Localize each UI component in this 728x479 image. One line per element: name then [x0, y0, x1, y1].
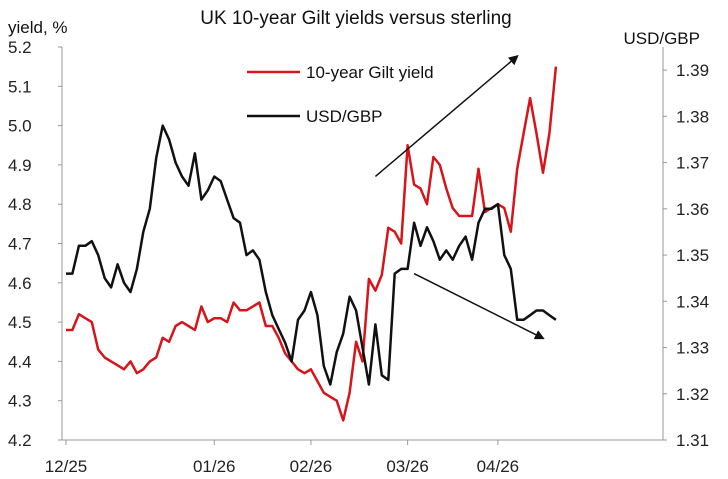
y-left-tick-label: 4.7 [8, 235, 32, 254]
x-tick-label: 12/25 [45, 457, 88, 476]
series-group [66, 66, 558, 422]
y-right-tick-label: 1.35 [676, 246, 709, 265]
annotation-arrows [374, 54, 545, 340]
y-right-tick-label: 1.38 [676, 107, 709, 126]
y-left-tick-label: 4.2 [8, 431, 32, 450]
x-tick-label: 04/26 [477, 457, 520, 476]
series-line-gilt-yield [66, 66, 558, 422]
y-right-tick-label: 1.37 [676, 154, 709, 173]
y-right-tick-label: 1.36 [676, 200, 709, 219]
y-left-tick-label: 5.1 [8, 77, 32, 96]
series-line-usd-gbp [66, 124, 557, 386]
x-tick-label: 03/26 [386, 457, 429, 476]
y-left-tick-label: 4.4 [8, 352, 32, 371]
y-left-tick-label: 5.0 [8, 117, 32, 136]
y-right-tick-labels: 1.31 1.32 1.33 1.34 1.35 1.36 1.37 1.38 1.39 [663, 61, 709, 450]
y-left-axis-label: yield, % [8, 18, 68, 37]
legend-label-usd-gbp: USD/GBP [306, 107, 383, 126]
arrow-up [374, 54, 519, 178]
legend-label-gilt-yield: 10-year Gilt yield [306, 63, 434, 82]
y-right-tick-label: 1.33 [676, 339, 709, 358]
y-left-tick-label: 4.9 [8, 156, 32, 175]
chart-title: UK 10-year Gilt yields versus sterling [200, 8, 512, 29]
arrow-down [413, 272, 545, 340]
y-right-tick-label: 1.39 [676, 61, 709, 80]
y-left-tick-label: 4.5 [8, 313, 32, 332]
y-left-tick-label: 4.8 [8, 195, 32, 214]
x-tick-label: 01/26 [193, 457, 236, 476]
y-left-tick-label: 4.3 [8, 392, 32, 411]
legend: 10-year Gilt yield USD/GBP [247, 63, 434, 126]
x-tick-label: 02/26 [290, 457, 333, 476]
y-left-tick-label: 5.2 [8, 38, 32, 57]
y-right-tick-label: 1.34 [676, 292, 709, 311]
y-right-axis-label: USD/GBP [623, 29, 700, 48]
y-right-tick-label: 1.32 [676, 385, 709, 404]
y-left-tick-labels: 4.2 4.3 4.4 4.5 4.6 4.7 4.8 4.9 5.0 5.1 5.2 [8, 38, 62, 450]
y-right-tick-label: 1.31 [676, 431, 709, 450]
x-tick-labels: 12/25 01/26 02/26 03/26 04/26 [45, 440, 519, 476]
y-left-tick-label: 4.6 [8, 274, 32, 293]
